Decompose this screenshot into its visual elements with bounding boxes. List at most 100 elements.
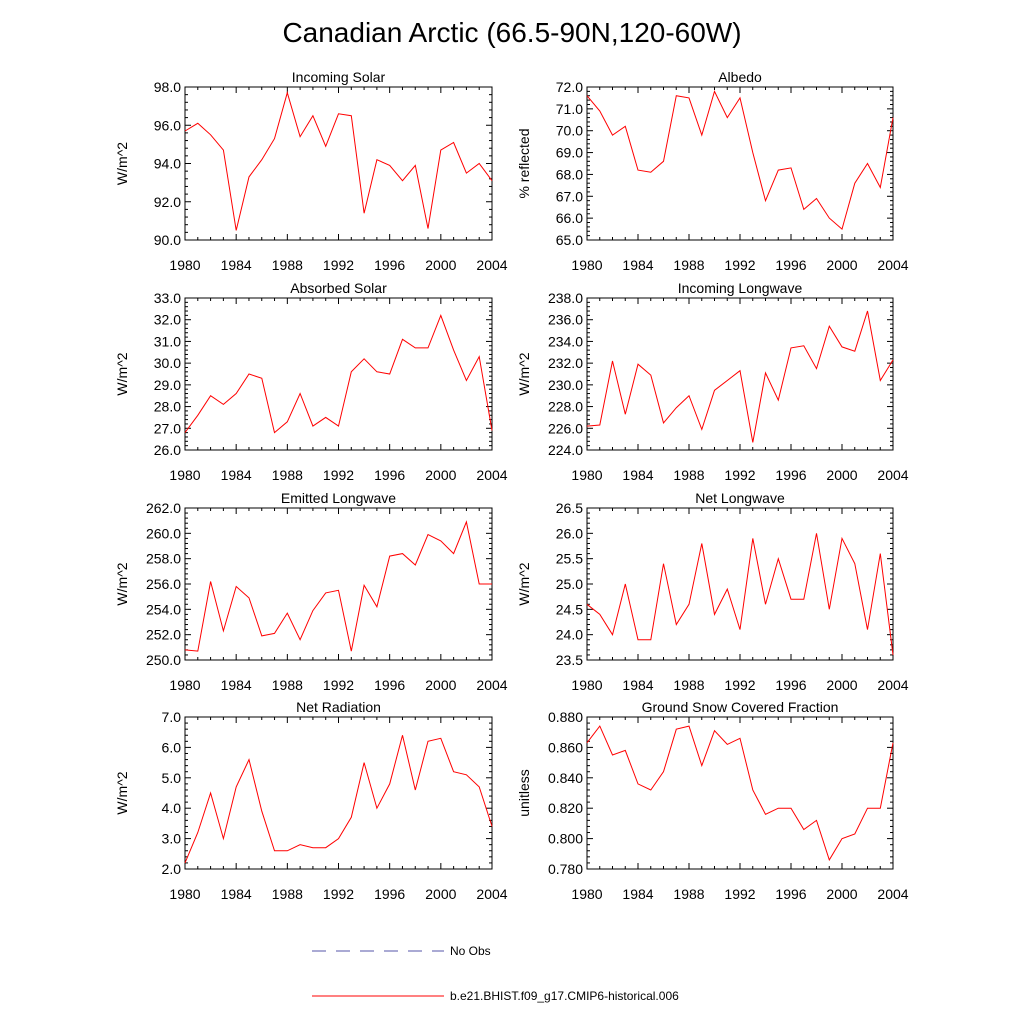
y-tick-label: 27.0 <box>154 420 181 436</box>
x-tick-label: 2004 <box>476 886 507 902</box>
y-tick-label: 2.0 <box>162 861 182 877</box>
plot-frame <box>184 507 493 661</box>
x-tick-label: 2004 <box>877 257 908 273</box>
y-tick-label: 92.0 <box>154 194 181 210</box>
y-axis-label: W/m^2 <box>114 352 130 395</box>
plot-frame <box>184 86 493 241</box>
series-line-model <box>586 90 894 230</box>
plot-frame <box>586 507 894 661</box>
y-tick-label: 5.0 <box>162 770 182 786</box>
series-line-model <box>184 520 492 652</box>
x-tick-label: 1992 <box>724 257 755 273</box>
x-tick-label: 1988 <box>673 677 704 693</box>
y-tick-label: 252.0 <box>146 627 181 643</box>
x-tick-label: 1984 <box>622 257 653 273</box>
y-tick-label: 260.0 <box>146 525 181 541</box>
y-axis-label: % reflected <box>516 128 532 198</box>
panel-incoming-solar: Incoming Solar W/m^2 1980 1984 1988 1992 1996 2… <box>114 69 508 273</box>
y-tick-label: 23.5 <box>556 652 583 668</box>
x-tick-label: 1984 <box>221 467 252 483</box>
x-tick-label: 2000 <box>826 677 857 693</box>
x-tick-label: 2000 <box>425 886 456 902</box>
y-tick-label: 72.0 <box>556 79 583 95</box>
panel-albedo: Albedo % reflected 1980 1984 1988 1992 1996 200… <box>516 69 909 273</box>
panel-emitted-longwave: Emitted Longwave W/m^2 1980 1984 1988 1992 199… <box>114 490 508 693</box>
y-tick-label: 232.0 <box>548 355 583 371</box>
x-tick-label: 1996 <box>374 467 405 483</box>
x-tick-label: 1988 <box>673 257 704 273</box>
panel-title: Ground Snow Covered Fraction <box>642 699 839 715</box>
y-tick-label: 238.0 <box>548 290 583 306</box>
y-tick-label: 31.0 <box>154 333 181 349</box>
y-tick-label: 94.0 <box>154 156 181 172</box>
x-tick-label: 2004 <box>877 677 908 693</box>
plot-frame <box>184 716 493 870</box>
y-tick-label: 234.0 <box>548 333 583 349</box>
panel-title: Net Longwave <box>695 490 785 506</box>
x-tick-label: 1984 <box>221 886 252 902</box>
y-tick-label: 0.880 <box>548 709 583 725</box>
panel-title: Incoming Longwave <box>678 280 803 296</box>
y-tick-label: 26.0 <box>556 525 583 541</box>
y-tick-label: 66.0 <box>556 210 583 226</box>
y-tick-label: 250.0 <box>146 652 181 668</box>
x-tick-label: 1992 <box>724 677 755 693</box>
panel-absorbed-solar: Absorbed Solar W/m^2 1980 1984 1988 1992 1996 2… <box>114 280 508 483</box>
plot-frame <box>184 297 493 451</box>
panel-grid: Incoming Solar W/m^2 1980 1984 1988 1992 1996 2… <box>114 69 909 902</box>
x-tick-label: 1984 <box>622 467 653 483</box>
x-tick-label: 1988 <box>272 886 303 902</box>
y-tick-label: 30.0 <box>154 355 181 371</box>
x-tick-label: 2004 <box>877 886 908 902</box>
panel-title: Emitted Longwave <box>281 490 396 506</box>
x-tick-label: 2004 <box>476 467 507 483</box>
x-tick-label: 1996 <box>775 467 806 483</box>
panel-title: Incoming Solar <box>292 69 386 85</box>
y-axis-label: W/m^2 <box>114 562 130 605</box>
y-tick-label: 256.0 <box>146 576 181 592</box>
x-tick-label: 1988 <box>272 257 303 273</box>
plot-frame <box>586 297 894 451</box>
y-axis-label: unitless <box>516 769 532 816</box>
x-tick-label: 1996 <box>775 257 806 273</box>
y-tick-label: 29.0 <box>154 377 181 393</box>
x-tick-label: 1980 <box>571 677 602 693</box>
y-tick-label: 230.0 <box>548 377 583 393</box>
y-tick-label: 4.0 <box>162 800 182 816</box>
x-tick-label: 1984 <box>221 257 252 273</box>
figure-title: Canadian Arctic (66.5-90N,120-60W) <box>282 17 741 48</box>
x-tick-label: 1992 <box>323 886 354 902</box>
y-tick-label: 65.0 <box>556 232 583 248</box>
y-tick-label: 258.0 <box>146 551 181 567</box>
y-tick-label: 68.0 <box>556 166 583 182</box>
y-tick-label: 224.0 <box>548 442 583 458</box>
panel-ground-snow-covered-fraction: Ground Snow Covered Fraction unitless 1980… <box>516 699 909 902</box>
series-line-model <box>184 735 493 864</box>
y-tick-label: 25.0 <box>556 576 583 592</box>
panel-title: Net Radiation <box>296 699 381 715</box>
y-tick-label: 70.0 <box>556 123 583 139</box>
legend-obs-label: No Obs <box>450 944 491 958</box>
y-axis-label: W/m^2 <box>114 771 130 814</box>
y-tick-label: 26.5 <box>556 500 583 516</box>
x-tick-label: 1992 <box>323 677 354 693</box>
x-tick-label: 2000 <box>826 886 857 902</box>
y-tick-label: 228.0 <box>548 399 583 415</box>
y-tick-label: 0.820 <box>548 800 583 816</box>
series-line-model <box>184 90 493 231</box>
y-tick-label: 0.840 <box>548 770 583 786</box>
y-tick-label: 33.0 <box>154 290 181 306</box>
x-tick-label: 1992 <box>323 257 354 273</box>
y-tick-label: 0.860 <box>548 739 583 755</box>
y-tick-label: 96.0 <box>154 117 181 133</box>
series-line-model <box>184 313 493 434</box>
x-tick-label: 1980 <box>571 467 602 483</box>
legend: No Obs b.e21.BHIST.f09_g17.CMIP6-histori… <box>312 944 679 1003</box>
y-tick-label: 26.0 <box>154 442 181 458</box>
x-tick-label: 1980 <box>571 886 602 902</box>
x-tick-label: 1996 <box>374 886 405 902</box>
y-tick-label: 28.0 <box>154 399 181 415</box>
y-tick-label: 67.0 <box>556 188 583 204</box>
x-tick-label: 1996 <box>374 677 405 693</box>
x-tick-label: 1984 <box>622 886 653 902</box>
